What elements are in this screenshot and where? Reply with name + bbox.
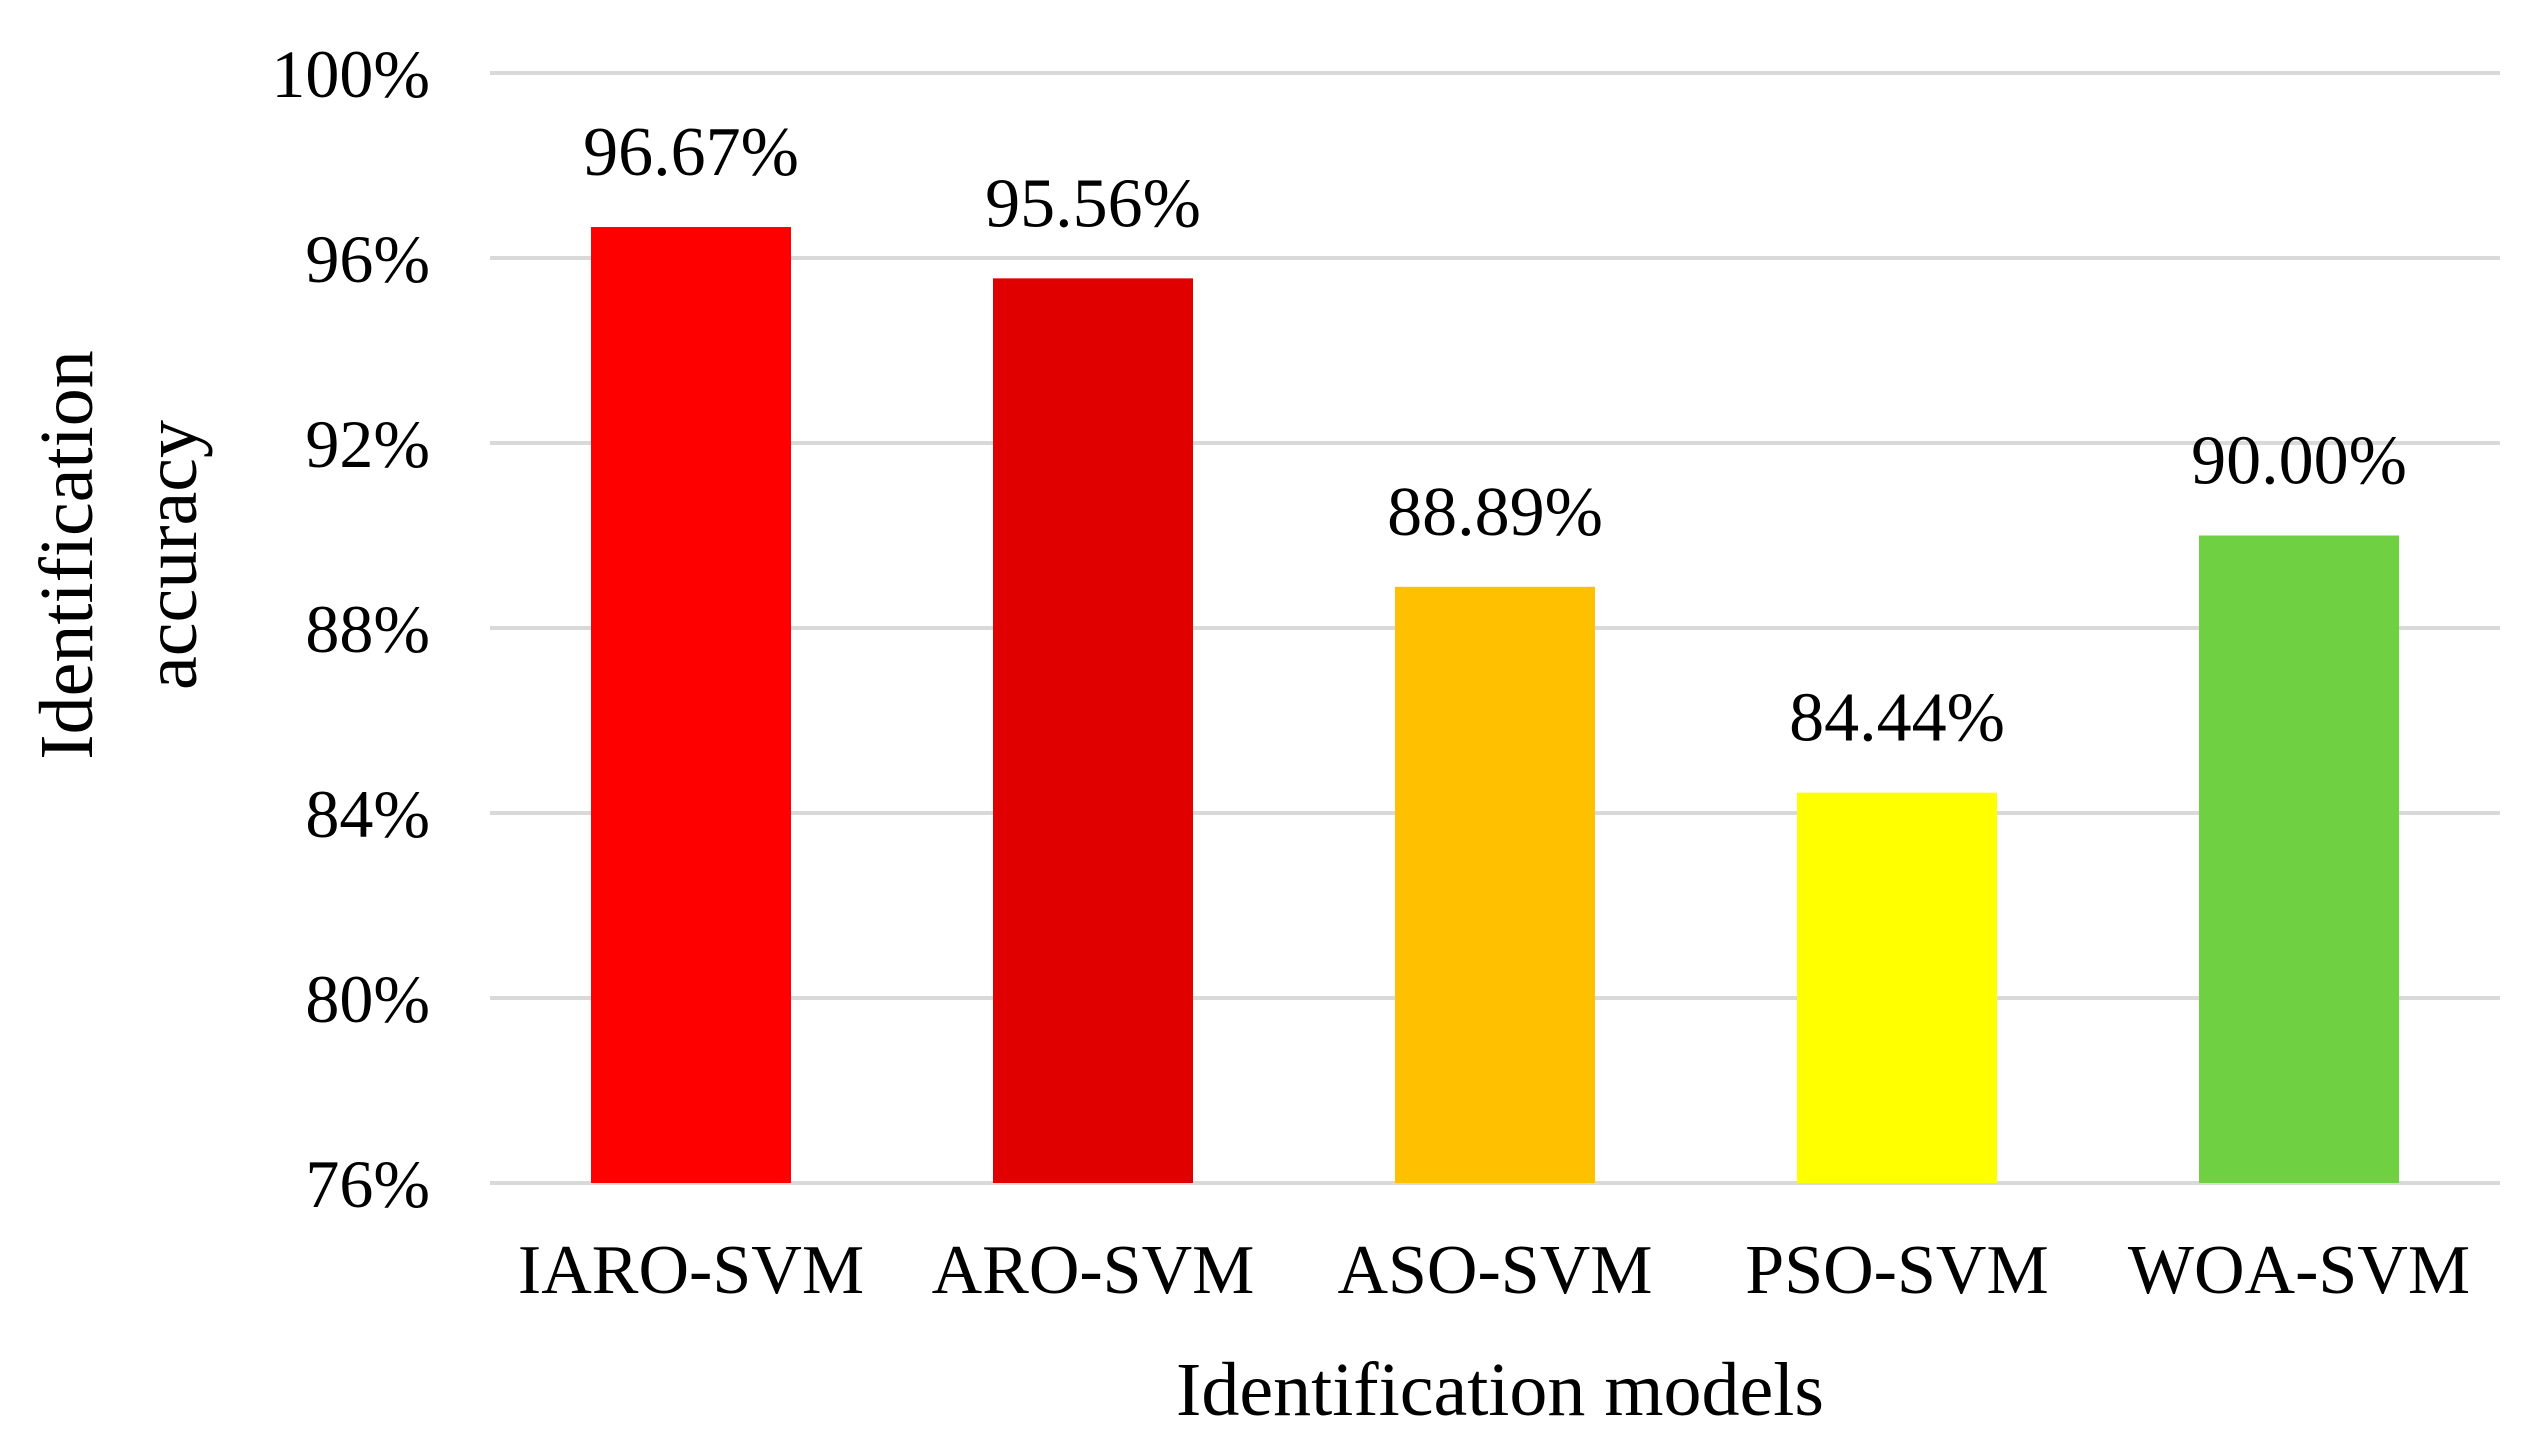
data-label: 95.56%	[985, 165, 1201, 242]
x-axis-title: Identification models	[1176, 1348, 1824, 1432]
x-category-label: WOA-SVM	[2128, 1232, 2470, 1309]
bar	[993, 278, 1193, 1184]
x-axis-categories: IARO-SVM ARO-SVM ASO-SVM PSO-SVM WOA-SVM	[518, 1232, 2470, 1309]
x-category-label: IARO-SVM	[518, 1232, 864, 1309]
y-axis-ticks: 76% 80% 84% 88% 92% 96% 100%	[271, 36, 430, 1222]
y-tick-label: 92%	[305, 406, 430, 482]
data-label: 84.44%	[1789, 680, 2005, 757]
y-tick-label: 88%	[305, 591, 430, 667]
bars	[591, 227, 2399, 1184]
y-tick-label: 100%	[271, 36, 430, 112]
y-axis-title-line-2: accuracy	[129, 420, 213, 690]
x-category-label: PSO-SVM	[1745, 1232, 2048, 1309]
data-label: 90.00%	[2191, 423, 2407, 500]
data-label: 96.67%	[583, 114, 799, 191]
y-axis-title: Identification accuracy	[25, 350, 213, 759]
bar	[2199, 535, 2399, 1183]
bar	[591, 227, 791, 1183]
x-category-label: ASO-SVM	[1337, 1232, 1652, 1309]
y-tick-label: 96%	[305, 221, 430, 297]
bar	[1395, 586, 1595, 1183]
y-axis-title-line-1: Identification	[25, 350, 109, 759]
y-tick-label: 80%	[305, 961, 430, 1037]
data-label: 88.89%	[1387, 474, 1603, 551]
bar	[1797, 792, 1997, 1183]
y-tick-label: 76%	[305, 1146, 430, 1222]
data-labels: 96.67% 95.56% 88.89% 84.44% 90.00%	[583, 114, 2407, 757]
y-tick-label: 84%	[305, 776, 430, 852]
x-category-label: ARO-SVM	[932, 1232, 1255, 1309]
